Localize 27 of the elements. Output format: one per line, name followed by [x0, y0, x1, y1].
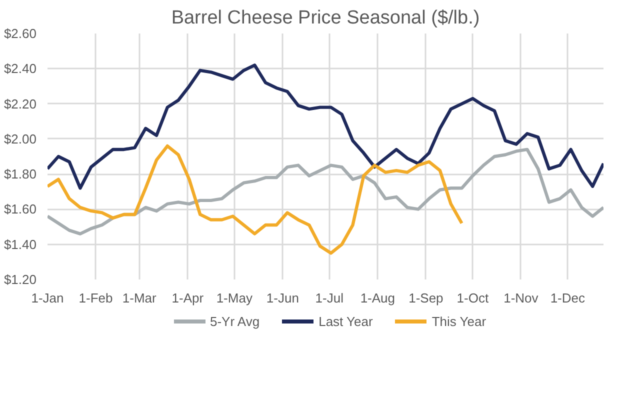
x-tick-label: 1-Mar — [122, 290, 158, 306]
y-tick-label: $2.00 — [4, 131, 37, 146]
x-tick-label: 1-Dec — [550, 290, 586, 306]
x-tick-label: 1-May — [216, 290, 253, 306]
y-tick-label: $1.80 — [4, 166, 37, 182]
legend-label: 5-Yr Avg — [210, 314, 260, 328]
x-tick-label: 1-Nov — [504, 290, 539, 306]
x-tick-label: 1-Feb — [78, 290, 113, 306]
x-tick-label: 1-Jun — [266, 290, 299, 306]
legend-label: This Year — [432, 314, 486, 328]
line-series — [48, 144, 464, 255]
x-tick-label: 1-Aug — [360, 290, 396, 306]
x-tick-label: 1-Sep — [408, 290, 444, 306]
y-tick-label: $1.40 — [4, 236, 37, 252]
x-tick-label: 1-Oct — [456, 290, 489, 306]
y-tick-label: $1.60 — [4, 202, 37, 217]
legend-label: Last Year — [318, 314, 373, 328]
chart-title: Barrel Cheese Price Seasonal ($/lb.) — [171, 8, 480, 28]
y-tick-label: $1.20 — [4, 272, 37, 287]
x-tick-label: 1-Jan — [31, 290, 64, 306]
x-tick-label: 1-Apr — [172, 290, 204, 306]
y-tick-label: $2.20 — [4, 96, 37, 112]
line-series — [48, 64, 604, 190]
y-tick-label: $2.60 — [4, 26, 37, 41]
y-tick-label: $2.40 — [4, 61, 37, 76]
x-tick-label: 1-Jul — [315, 290, 344, 306]
line-series — [48, 148, 604, 236]
